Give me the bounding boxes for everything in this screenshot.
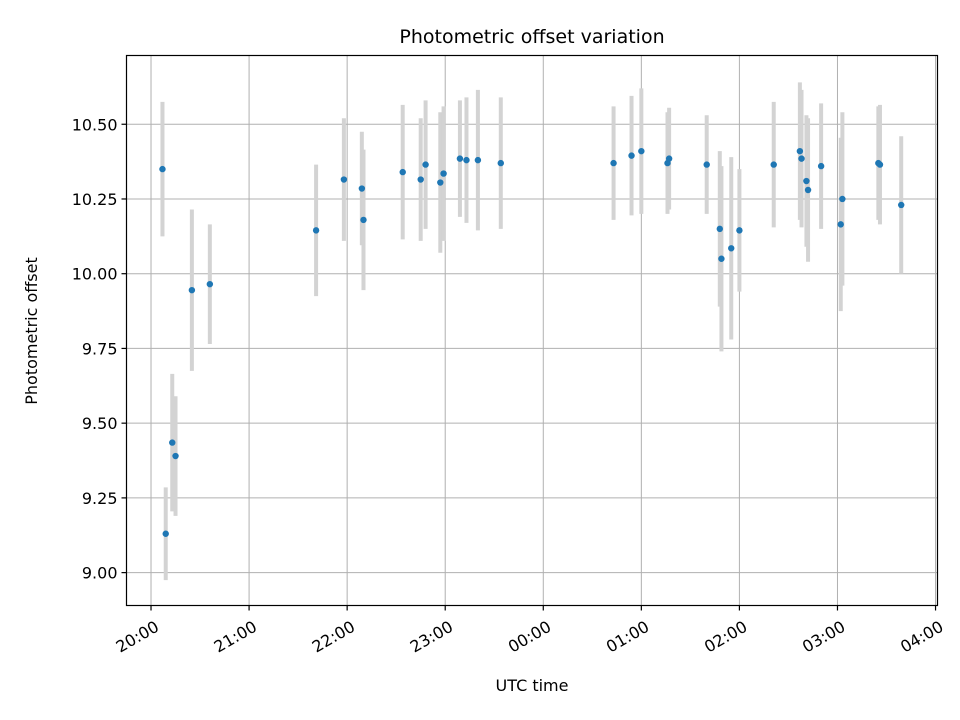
data-point xyxy=(162,530,169,537)
data-point xyxy=(188,286,196,294)
data-point xyxy=(440,170,447,177)
data-point xyxy=(463,156,470,164)
data-point xyxy=(803,177,810,185)
data-point xyxy=(876,161,884,168)
data-point xyxy=(628,152,635,159)
y-tick-label: 10.50 xyxy=(72,115,118,134)
y-tick-label: 9.75 xyxy=(82,339,118,358)
data-point xyxy=(610,159,617,167)
data-point xyxy=(358,185,366,192)
data-point xyxy=(159,165,166,173)
data-point xyxy=(898,201,905,209)
data-point xyxy=(837,221,844,228)
data-point xyxy=(804,186,812,194)
data-point xyxy=(312,227,320,234)
y-axis-label: Photometric offset xyxy=(22,257,41,405)
data-point xyxy=(417,176,424,183)
data-point xyxy=(360,216,367,224)
data-point xyxy=(718,255,725,262)
data-points xyxy=(159,147,905,537)
data-point xyxy=(703,161,710,168)
data-point xyxy=(796,147,804,155)
data-point xyxy=(638,147,645,155)
data-point xyxy=(716,225,723,233)
data-point xyxy=(798,155,805,162)
data-point xyxy=(422,161,429,168)
data-point xyxy=(340,176,348,183)
plot-frame xyxy=(125,54,939,607)
chart-title: Photometric offset variation xyxy=(399,26,664,48)
data-point xyxy=(770,161,777,168)
data-point xyxy=(736,227,743,234)
y-tick-label: 10.00 xyxy=(72,265,118,284)
data-point xyxy=(839,195,846,203)
data-point xyxy=(172,452,179,460)
data-point xyxy=(817,162,825,170)
data-point xyxy=(728,245,735,252)
data-point xyxy=(206,280,214,288)
y-tick-label: 9.25 xyxy=(82,489,118,508)
y-tick-label: 10.25 xyxy=(72,190,118,209)
y-tick-label: 9.00 xyxy=(82,564,118,583)
y-axis-ticks: 9.00 9.25 9.50 9.75 10.00 10.25 10.50 xyxy=(72,115,127,583)
data-point xyxy=(399,168,406,176)
data-point xyxy=(474,156,482,164)
data-point xyxy=(437,179,444,186)
y-tick-label: 9.50 xyxy=(82,414,118,433)
data-point xyxy=(456,155,464,162)
data-point xyxy=(169,439,176,446)
data-point xyxy=(497,159,504,167)
x-axis-label: UTC time xyxy=(496,676,569,695)
data-point xyxy=(665,155,673,162)
